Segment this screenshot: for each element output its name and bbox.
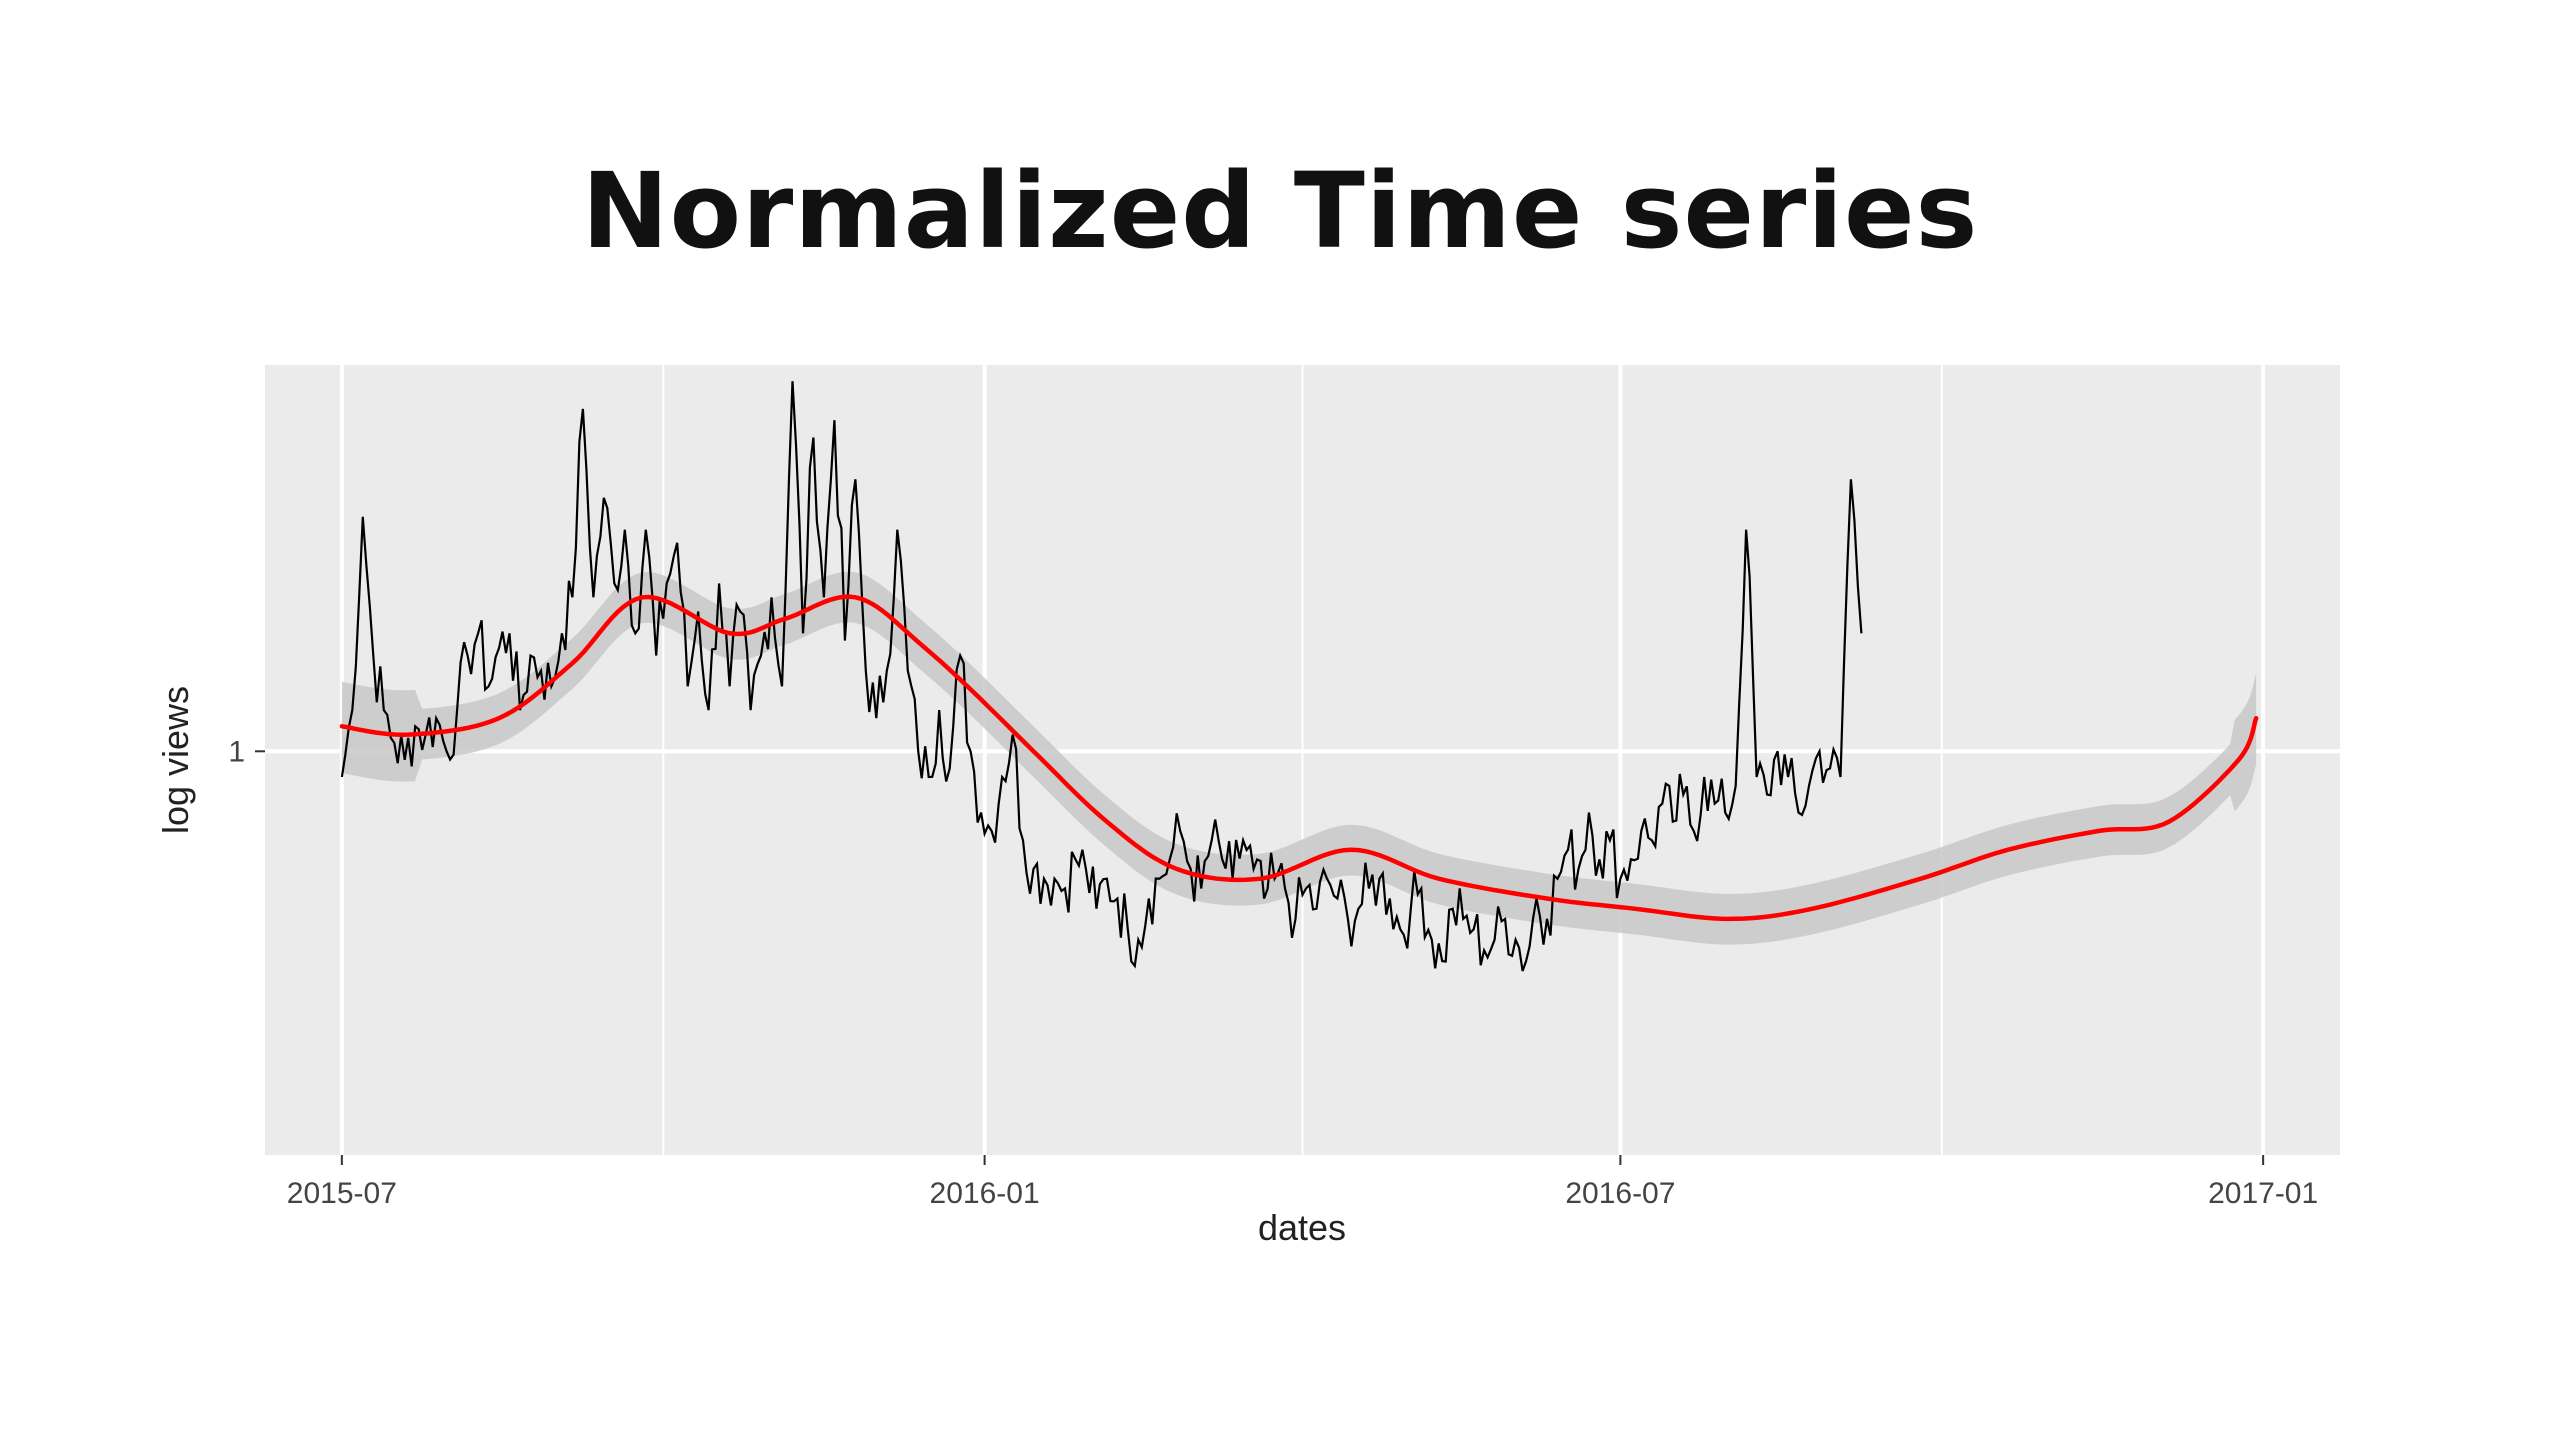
x-axis: 2015-07 2016-01 2016-07 2017-01: [287, 1155, 2318, 1210]
x-tick-label: 2015-07: [287, 1177, 397, 1210]
y-axis: 1: [228, 735, 265, 768]
y-tick-label: 1: [228, 735, 245, 768]
confidence-ribbon: [341, 571, 2257, 945]
x-tick-label: 2016-01: [930, 1177, 1040, 1210]
x-axis-title: dates: [1258, 1207, 1346, 1248]
slide-title: Normalized Time series: [581, 150, 1979, 272]
raw-series-line: [340, 381, 1863, 972]
y-axis-title: log views: [155, 686, 196, 834]
grid-lines: [265, 365, 2340, 1155]
x-tick-label: 2017-01: [2208, 1177, 2318, 1210]
x-tick-label: 2016-07: [1565, 1177, 1675, 1210]
smooth-trend-line: [339, 594, 2259, 922]
